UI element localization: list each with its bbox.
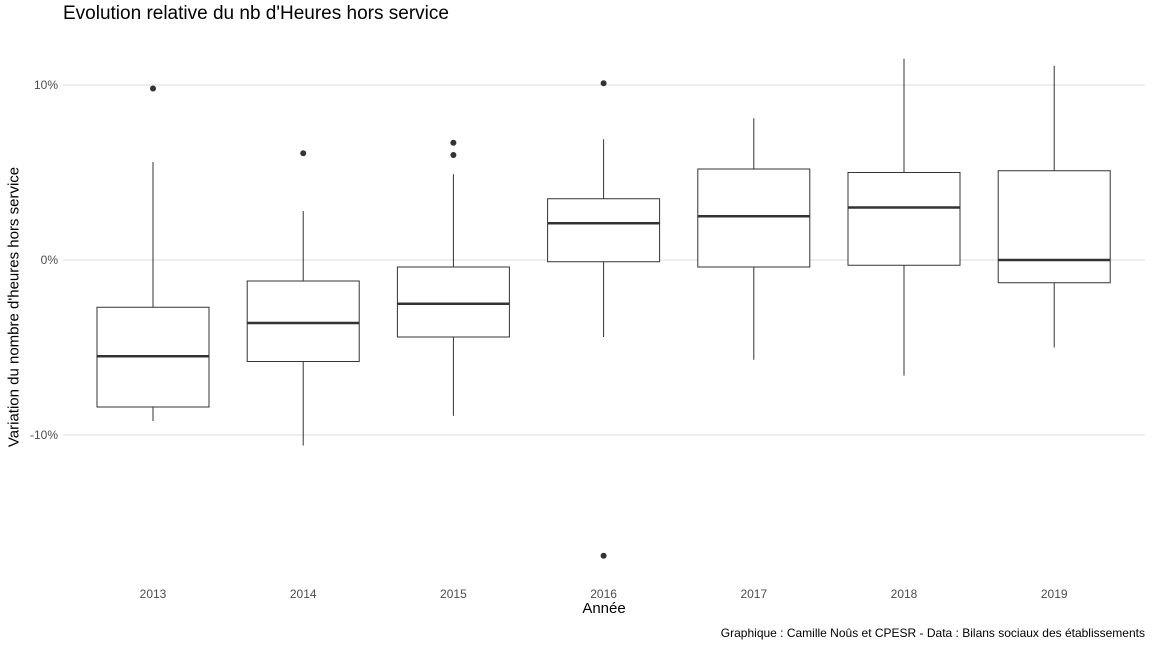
outlier-point xyxy=(300,150,307,157)
y-tick-label: 0% xyxy=(41,253,59,267)
box-iqr xyxy=(847,172,961,266)
outlier-point xyxy=(450,152,457,158)
outlier-point xyxy=(450,139,457,146)
box-iqr xyxy=(997,170,1111,284)
x-axis-label: Année xyxy=(582,600,626,617)
chart-caption: Graphique : Camille Noûs et CPESR - Data… xyxy=(720,626,1145,640)
boxes-layer xyxy=(96,58,1111,559)
box-2019 xyxy=(997,65,1111,348)
outlier-point xyxy=(600,80,607,87)
outlier-point xyxy=(600,552,607,559)
x-tick-label: 2016 xyxy=(590,587,617,601)
box-iqr xyxy=(697,168,811,268)
outlier-point xyxy=(150,85,156,92)
x-tick-label: 2018 xyxy=(891,587,918,601)
box-2017 xyxy=(697,118,811,360)
box-2014 xyxy=(246,150,360,446)
x-tick-label: 2013 xyxy=(140,587,167,601)
x-tick-label: 2014 xyxy=(290,587,317,601)
box-iqr xyxy=(396,266,510,338)
x-tick-label: 2015 xyxy=(440,587,467,601)
x-tick-label: 2017 xyxy=(740,587,767,601)
y-tick-label: -10% xyxy=(30,428,58,442)
box-2016 xyxy=(547,80,661,559)
box-2018 xyxy=(847,58,961,376)
box-iqr xyxy=(547,198,661,263)
box-iqr xyxy=(246,280,360,362)
ticks-layer: 10% 0% -10% 2013 2014 2015 2016 2017 2018 2019 xyxy=(30,78,1068,601)
x-tick-label: 2019 xyxy=(1041,587,1068,601)
chart-title: Evolution relative du nb d'Heures hors s… xyxy=(63,3,449,24)
box-2013 xyxy=(96,85,210,421)
box-2015 xyxy=(396,139,510,416)
y-tick-label: 10% xyxy=(34,78,58,92)
